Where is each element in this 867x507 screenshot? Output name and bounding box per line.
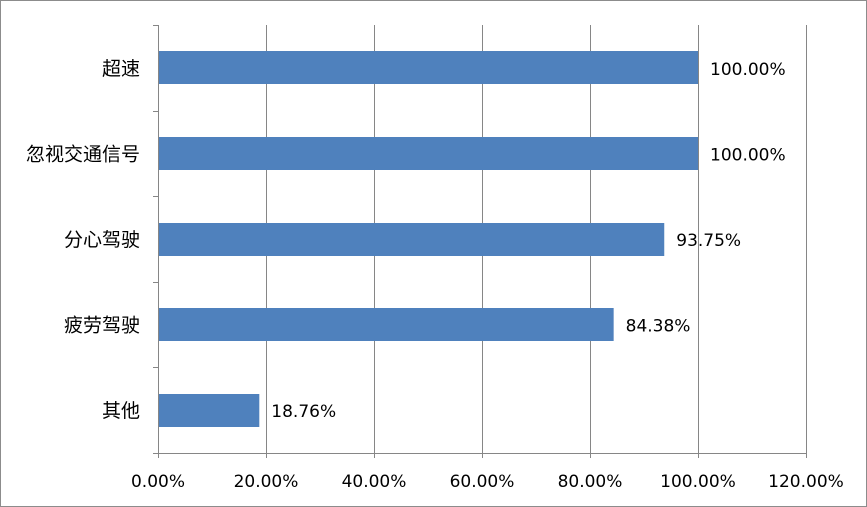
bar: [159, 223, 665, 256]
x-tick-label: 80.00%: [558, 472, 623, 492]
x-tick-labels: 0.00% 20.00% 40.00% 60.00% 80.00% 100.00% 120.…: [131, 472, 844, 492]
data-label: 100.00%: [710, 145, 786, 165]
bar: [159, 308, 614, 341]
x-tick-label: 100.00%: [660, 472, 736, 492]
bar: [159, 137, 698, 170]
category-label: 其他: [102, 400, 140, 422]
category-label: 超速: [102, 58, 140, 80]
category-label: 分心驾驶: [64, 229, 140, 251]
x-tick-label: 20.00%: [234, 472, 299, 492]
data-labels: 100.00% 100.00% 93.75% 84.38% 18.76%: [271, 60, 785, 422]
data-label: 93.75%: [676, 231, 741, 251]
x-tick-label: 120.00%: [768, 472, 844, 492]
bars: [159, 51, 698, 427]
category-label: 忽视交通信号: [26, 143, 140, 165]
x-tick-label: 40.00%: [342, 472, 407, 492]
bar: [159, 51, 698, 84]
bar: [159, 394, 260, 427]
category-label: 疲劳驾驶: [64, 315, 140, 337]
axes: [153, 25, 807, 458]
data-label: 84.38%: [626, 317, 691, 337]
data-label: 18.76%: [271, 402, 336, 422]
x-tick-label: 0.00%: [131, 472, 185, 492]
x-tick-label: 60.00%: [450, 472, 515, 492]
data-label: 100.00%: [710, 60, 786, 80]
